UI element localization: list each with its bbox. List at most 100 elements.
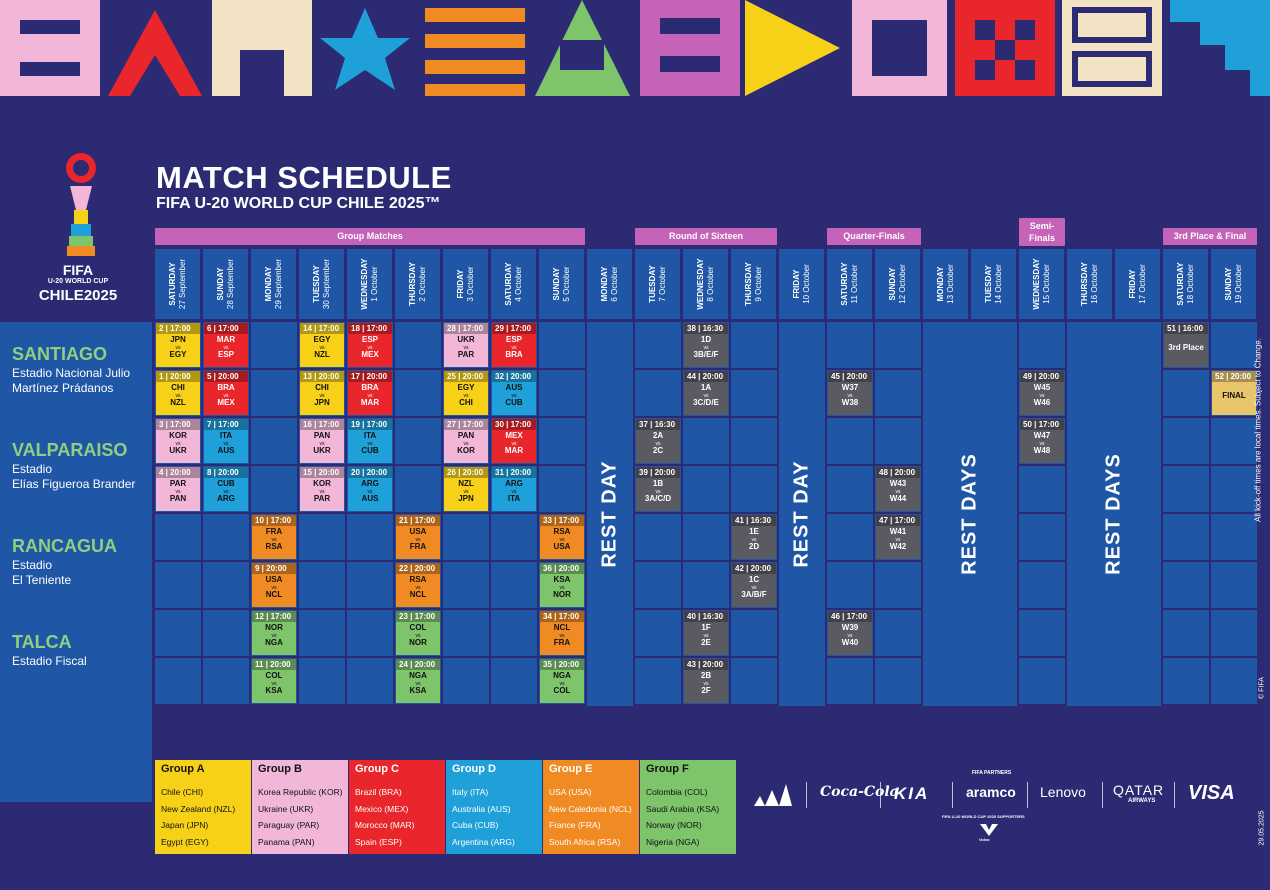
match-vs: vs — [223, 345, 229, 351]
match-number-time: 35 | 20:00 — [540, 659, 584, 670]
match-card[interactable]: 13 | 20:00 CHI vs JPN — [300, 371, 344, 415]
match-card[interactable]: 1 | 20:00 CHI vs NZL — [156, 371, 200, 415]
match-card[interactable]: 19 | 17:00 ITA vs CUB — [348, 419, 392, 463]
match-time: 17:00 — [558, 612, 580, 621]
match-card[interactable]: 7 | 17:00 ITA vs AUS — [204, 419, 248, 463]
match-card[interactable]: 33 | 17:00 RSA vs USA — [540, 515, 584, 559]
match-card[interactable]: 47 | 17:00 W41 vs W42 — [876, 515, 920, 559]
match-card[interactable]: 3 | 17:00 KOR vs UKR — [156, 419, 200, 463]
match-card[interactable]: 36 | 20:00 KSA vs NOR — [540, 563, 584, 607]
match-card[interactable]: 49 | 20:00 W45 vs W46 — [1020, 371, 1064, 415]
match-card[interactable]: 43 | 20:00 2B vs 2F — [684, 659, 728, 703]
match-card[interactable]: 16 | 17:00 PAN vs UKR — [300, 419, 344, 463]
day-date: 18 October — [1185, 264, 1195, 304]
match-card[interactable]: 10 | 17:00 FRA vs RSA — [252, 515, 296, 559]
schedule-cell — [395, 418, 441, 464]
match-card[interactable]: 51 | 16:00 3rd Place — [1164, 323, 1208, 367]
match-card[interactable]: 41 | 16:30 1E vs 2D — [732, 515, 776, 559]
match-time: 17:00 — [218, 324, 239, 333]
match-card[interactable]: 5 | 20:00 BRA vs MEX — [204, 371, 248, 415]
match-card[interactable]: 6 | 17:00 MAR vs ESP — [204, 323, 248, 367]
match-number: 37 — [639, 420, 648, 429]
sponsor-qatar: QATAR — [1113, 782, 1165, 798]
day-date: 19 October — [1233, 264, 1243, 304]
rest-day-label: REST DAY — [790, 460, 813, 568]
match-card[interactable]: 20 | 20:00 ARG vs AUS — [348, 467, 392, 511]
match-number-time: 21 | 17:00 — [396, 515, 440, 526]
rest-day-label: REST DAY — [598, 460, 621, 568]
day-weekday: MONDAY — [599, 266, 609, 302]
match-time: 17:00 — [170, 420, 191, 429]
match-card[interactable]: 9 | 20:00 USA vs NCL — [252, 563, 296, 607]
match-card[interactable]: 37 | 16:30 2A vs 2C — [636, 419, 680, 463]
match-number: 9 — [255, 564, 260, 573]
day-label: MONDAY 6 October — [600, 266, 620, 301]
schedule-cell — [1019, 466, 1065, 512]
match-card[interactable]: 17 | 20:00 BRA vs MAR — [348, 371, 392, 415]
match-time: 20:00 — [558, 564, 580, 573]
match-team-2: 3C/D/E — [693, 398, 719, 407]
match-card[interactable]: 21 | 17:00 USA vs FRA — [396, 515, 440, 559]
match-time: 20:00 — [510, 372, 532, 381]
match-vs: vs — [703, 345, 709, 351]
match-card[interactable]: 46 | 17:00 W39 vs W40 — [828, 611, 872, 655]
match-card[interactable]: 14 | 17:00 EGY vs NZL — [300, 323, 344, 367]
schedule-cell — [827, 418, 873, 464]
schedule-cell — [1163, 466, 1209, 512]
day-label: SATURDAY 4 October — [504, 262, 524, 305]
match-time: 17:00 — [270, 516, 292, 525]
match-number-time: 29 | 17:00 — [492, 323, 536, 334]
match-card[interactable]: 28 | 17:00 UKR vs PAR — [444, 323, 488, 367]
match-card[interactable]: 35 | 20:00 NGA vs COL — [540, 659, 584, 703]
match-time: 17:00 — [1038, 420, 1060, 429]
match-card[interactable]: 29 | 17:00 ESP vs BRA — [492, 323, 536, 367]
venue-city: TALCA — [12, 632, 72, 652]
day-weekday: SATURDAY — [839, 262, 849, 306]
match-number: 18 — [351, 324, 360, 333]
match-number: 23 — [399, 612, 408, 621]
match-card[interactable]: 8 | 20:00 CUB vs ARG — [204, 467, 248, 511]
match-card[interactable]: 24 | 20:00 NGA vs KSA — [396, 659, 440, 703]
day-weekday: TUESDAY — [647, 265, 657, 303]
match-card[interactable]: 42 | 20:00 1C vs 3A/B/F — [732, 563, 776, 607]
match-team-2: 2F — [701, 686, 711, 695]
match-card[interactable]: 32 | 20:00 AUS vs CUB — [492, 371, 536, 415]
match-card[interactable]: 44 | 20:00 1A vs 3C/D/E — [684, 371, 728, 415]
match-card[interactable]: 4 | 20:00 PAR vs PAN — [156, 467, 200, 511]
day-date: 11 October — [849, 264, 859, 304]
match-card[interactable]: 11 | 20:00 COL vs KSA — [252, 659, 296, 703]
day-header: MONDAY 6 October — [587, 249, 632, 319]
match-card[interactable]: 22 | 20:00 RSA vs NCL — [396, 563, 440, 607]
legend-team: USA (USA) — [549, 787, 592, 797]
legend-team: Norway (NOR) — [646, 820, 702, 830]
match-card[interactable]: 25 | 20:00 EGY vs CHI — [444, 371, 488, 415]
match-card[interactable]: 18 | 17:00 ESP vs MEX — [348, 323, 392, 367]
match-team-1: ARG — [505, 479, 523, 488]
match-card[interactable]: 34 | 17:00 NCL vs FRA — [540, 611, 584, 655]
match-card[interactable]: 15 | 20:00 KOR vs PAR — [300, 467, 344, 511]
match-card[interactable]: 40 | 16:30 1F vs 2E — [684, 611, 728, 655]
match-card[interactable]: 48 | 20:00 W43 vs W44 — [876, 467, 920, 511]
match-vs: vs — [415, 585, 421, 591]
match-card[interactable]: 39 | 20:00 1B vs 3A/C/D — [636, 467, 680, 511]
match-card[interactable]: 45 | 20:00 W37 vs W38 — [828, 371, 872, 415]
match-card[interactable]: 2 | 17:00 JPN vs EGY — [156, 323, 200, 367]
match-time: 20:00 — [366, 372, 388, 381]
match-card[interactable]: 30 | 17:00 MEX vs MAR — [492, 419, 536, 463]
match-team-2: AUS — [217, 446, 235, 455]
match-card[interactable]: 26 | 20:00 NZL vs JPN — [444, 467, 488, 511]
match-card[interactable]: 52 | 20:00 FINAL — [1212, 371, 1256, 415]
match-card[interactable]: 23 | 17:00 COL vs NOR — [396, 611, 440, 655]
day-weekday: MONDAY — [263, 266, 273, 302]
match-time: 17:00 — [170, 324, 191, 333]
match-number: 30 — [495, 420, 504, 429]
match-card[interactable]: 31 | 20:00 ARG vs ITA — [492, 467, 536, 511]
day-header: SATURDAY 27 September — [155, 249, 200, 319]
match-team-2: FRA — [553, 638, 571, 647]
match-card[interactable]: 27 | 17:00 PAN vs KOR — [444, 419, 488, 463]
match-card[interactable]: 38 | 16:30 1D vs 3B/E/F — [684, 323, 728, 367]
match-vs: vs — [511, 345, 517, 351]
schedule-cell — [875, 370, 921, 416]
match-card[interactable]: 50 | 17:00 W47 vs W48 — [1020, 419, 1064, 463]
match-card[interactable]: 12 | 17:00 NOR vs NGA — [252, 611, 296, 655]
